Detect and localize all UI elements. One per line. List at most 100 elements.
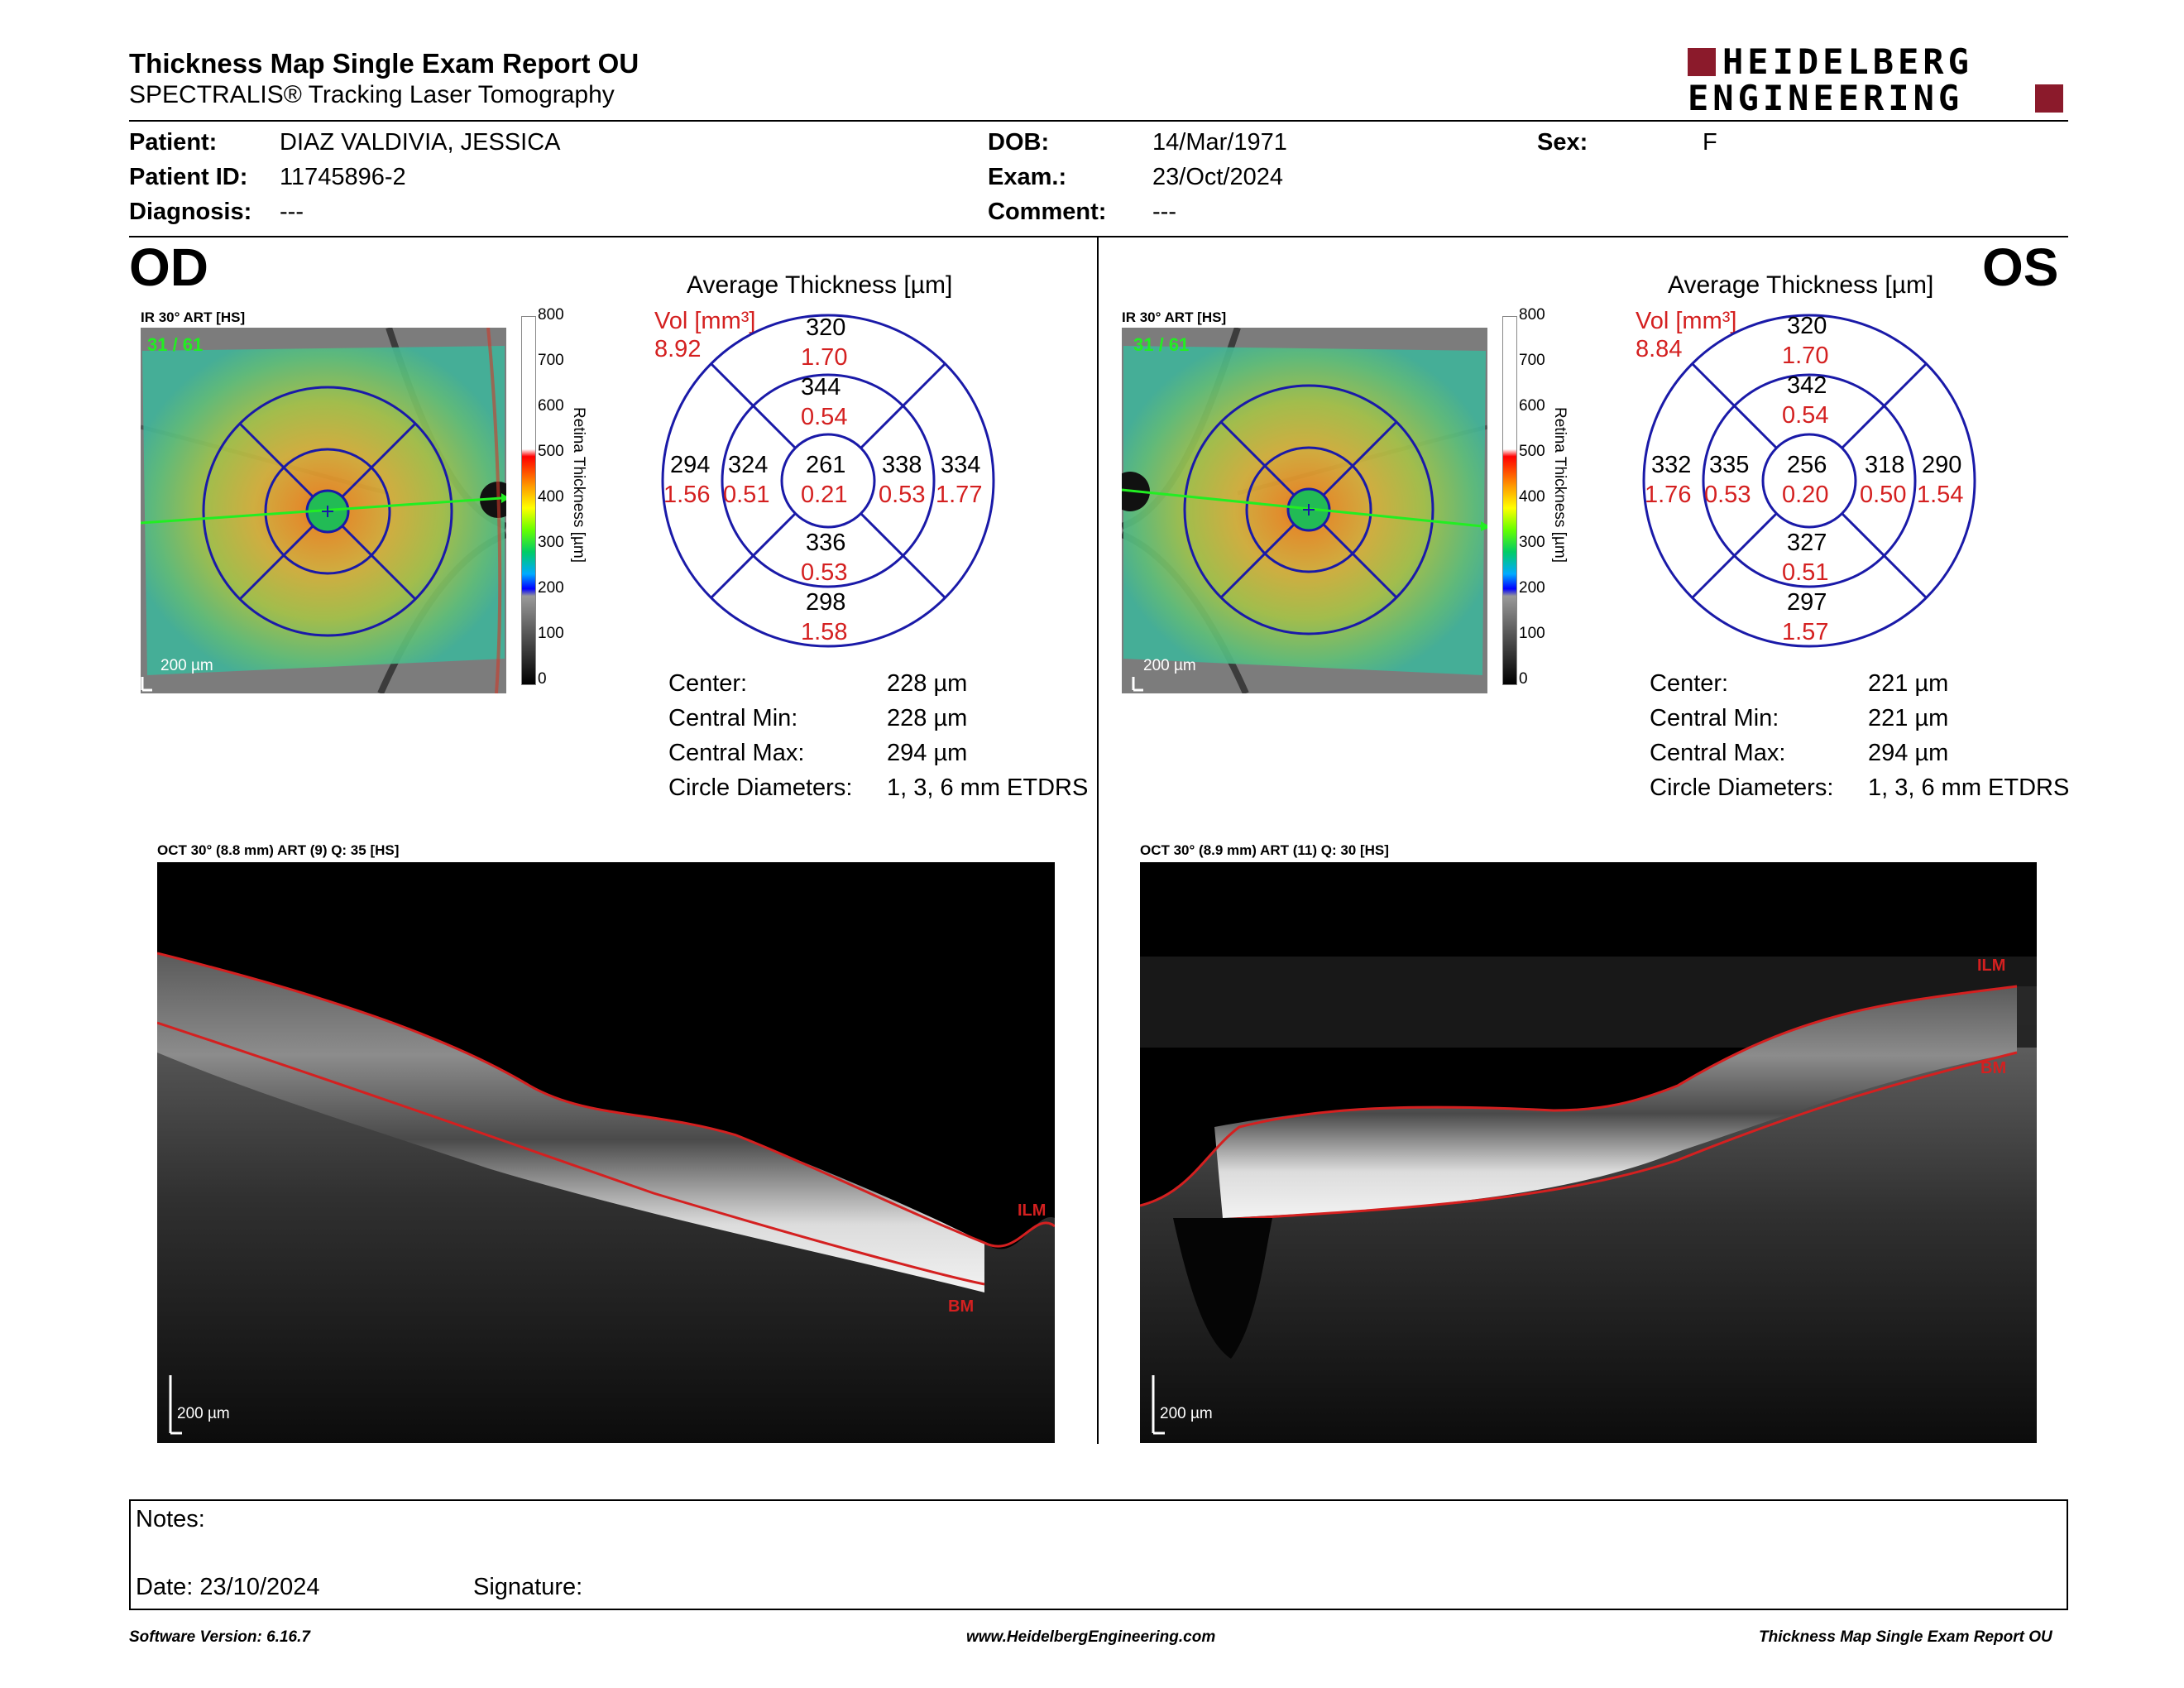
exam-value: 23/Oct/2024	[1152, 164, 1283, 190]
os-outer-bottom-thickness: 297	[1787, 589, 1827, 616]
od-outer-right-thickness: 334	[941, 452, 981, 478]
od-central-min-label: Central Min:	[668, 705, 798, 731]
os-circle-diam-label: Circle Diameters:	[1650, 774, 1834, 801]
os-inner-top-volume: 0.54	[1782, 402, 1829, 429]
os-scale-tick-200: 200	[1519, 579, 1545, 597]
os-etdrs-grid	[1641, 313, 1977, 649]
os-vol-value: 8.84	[1636, 336, 1683, 362]
os-inner-left-thickness: 335	[1709, 452, 1750, 478]
software-version: Software Version: 6.16.7	[129, 1628, 310, 1646]
logo-square-icon	[1688, 48, 1716, 76]
od-central-max-value: 294 µm	[887, 740, 968, 766]
od-etdrs-grid	[660, 313, 996, 649]
os-scalebar-label: 200 µm	[1143, 657, 1196, 674]
os-scale-tick-400: 400	[1519, 488, 1545, 506]
website-link[interactable]: www.HeidelbergEngineering.com	[966, 1628, 1216, 1646]
os-outer-bottom-volume: 1.57	[1782, 619, 1829, 645]
od-circle-diam-label: Circle Diameters:	[668, 774, 853, 801]
eye-divider	[1097, 237, 1099, 1444]
od-scale-tick-800: 800	[538, 306, 564, 324]
os-outer-top-thickness: 320	[1787, 313, 1827, 339]
os-scale-tick-300: 300	[1519, 534, 1545, 551]
od-oct-label: OCT 30° (8.8 mm) ART (9) Q: 35 [HS]	[157, 842, 400, 858]
os-circle-diam-value: 1, 3, 6 mm ETDRS	[1868, 774, 2070, 801]
os-scale-tick-600: 600	[1519, 397, 1545, 415]
os-outer-right-thickness: 290	[1922, 452, 1962, 478]
od-avg-title: Average Thickness [µm]	[687, 271, 953, 299]
os-oct-label: OCT 30° (8.9 mm) ART (11) Q: 30 [HS]	[1140, 842, 1389, 858]
os-eye-label: OS	[1982, 237, 2059, 297]
od-scale-tick-600: 600	[538, 397, 564, 415]
os-outer-left-thickness: 332	[1651, 452, 1692, 478]
os-inner-top-thickness: 342	[1787, 372, 1827, 399]
os-vol-label: Vol [mm³]	[1636, 308, 1737, 334]
logo-line2: ENGINEERING	[1688, 78, 1964, 118]
os-scale-label: Retina Thickness [µm]	[1551, 407, 1569, 563]
od-frame-counter: 31 / 61	[147, 334, 204, 355]
patient-divider	[129, 236, 2068, 237]
patient-label: Patient:	[129, 129, 218, 156]
os-inner-bottom-thickness: 327	[1787, 530, 1827, 556]
os-center-label: Center:	[1650, 670, 1729, 697]
os-inner-right-thickness: 318	[1865, 452, 1905, 478]
od-scale-label: Retina Thickness [µm]	[570, 407, 587, 563]
heidelberg-logo: HEIDELBERG ENGINEERING	[1688, 41, 2068, 118]
os-scale-tick-0: 0	[1519, 670, 1528, 688]
os-scale-bar	[1502, 316, 1517, 685]
od-scale-tick-0: 0	[538, 670, 547, 688]
os-outer-top-volume: 1.70	[1782, 343, 1829, 369]
od-inner-bottom-volume: 0.53	[801, 559, 848, 586]
logo-line1: HEIDELBERG	[1722, 41, 1973, 82]
os-scale-tick-700: 700	[1519, 352, 1545, 369]
od-inner-top-volume: 0.54	[801, 404, 848, 430]
sex-value: F	[1703, 129, 1717, 156]
os-inner-bottom-volume: 0.51	[1782, 559, 1829, 586]
dob-value: 14/Mar/1971	[1152, 129, 1287, 156]
os-central-max-value: 294 µm	[1868, 740, 1949, 766]
signature-label: Signature:	[473, 1574, 583, 1600]
od-scale-tick-400: 400	[538, 488, 564, 506]
od-vol-value: 8.92	[654, 336, 702, 362]
od-eye-label: OD	[129, 237, 208, 297]
os-oct-scalebar-label: 200 µm	[1160, 1405, 1213, 1422]
os-fundus-map: 31 / 61 200 µm	[1110, 326, 1491, 695]
od-oct-scan: ILM BM 200 µm	[157, 862, 1055, 1443]
od-scale-tick-700: 700	[538, 352, 564, 369]
od-inner-left-volume: 0.51	[723, 482, 770, 508]
od-central-min-value: 228 µm	[887, 705, 968, 731]
report-subtitle: SPECTRALIS® Tracking Laser Tomography	[129, 81, 615, 108]
os-thickness-scale: 800 700 600 500 400 300 200 100 0 Retina…	[1492, 306, 1575, 688]
os-central-min-label: Central Min:	[1650, 705, 1779, 731]
od-ir-label: IR 30° ART [HS]	[141, 309, 246, 325]
od-inner-bottom-thickness: 336	[806, 530, 846, 556]
os-central-max-label: Central Max:	[1650, 740, 1786, 766]
od-scale-bar	[521, 316, 536, 685]
os-bm-label: BM	[1980, 1059, 2007, 1077]
os-center-value: 221 µm	[1868, 670, 1949, 697]
od-inner-top-thickness: 344	[801, 374, 841, 400]
logo-square2-icon	[2035, 84, 2063, 113]
header-divider	[129, 120, 2068, 122]
od-outer-top-volume: 1.70	[801, 344, 848, 371]
od-ilm-label: ILM	[1018, 1201, 1046, 1220]
footer-report-title: Thickness Map Single Exam Report OU	[1759, 1628, 2052, 1646]
patient-name: DIAZ VALDIVIA, JESSICA	[280, 129, 561, 156]
diagnosis-label: Diagnosis:	[129, 199, 252, 225]
od-outer-top-thickness: 320	[806, 314, 846, 341]
date-label: Date: 23/10/2024	[136, 1574, 320, 1600]
od-center-label: Center:	[668, 670, 748, 697]
sex-label: Sex:	[1537, 129, 1588, 156]
comment-label: Comment:	[988, 199, 1107, 225]
od-center-volume: 0.21	[801, 482, 848, 508]
os-ir-label: IR 30° ART [HS]	[1122, 309, 1227, 325]
od-scale-tick-200: 200	[538, 579, 564, 597]
od-center-value: 228 µm	[887, 670, 968, 697]
notes-box[interactable]: Notes: Date: 23/10/2024 Signature:	[129, 1499, 2068, 1610]
od-inner-right-thickness: 338	[882, 452, 922, 478]
od-fundus-map: 31 / 61 200 µm	[140, 326, 516, 695]
od-vol-label: Vol [mm³]	[654, 308, 756, 334]
od-bm-label: BM	[948, 1297, 975, 1316]
od-scale-tick-300: 300	[538, 534, 564, 551]
os-center-thickness: 256	[1787, 452, 1827, 478]
os-scale-tick-100: 100	[1519, 625, 1545, 642]
